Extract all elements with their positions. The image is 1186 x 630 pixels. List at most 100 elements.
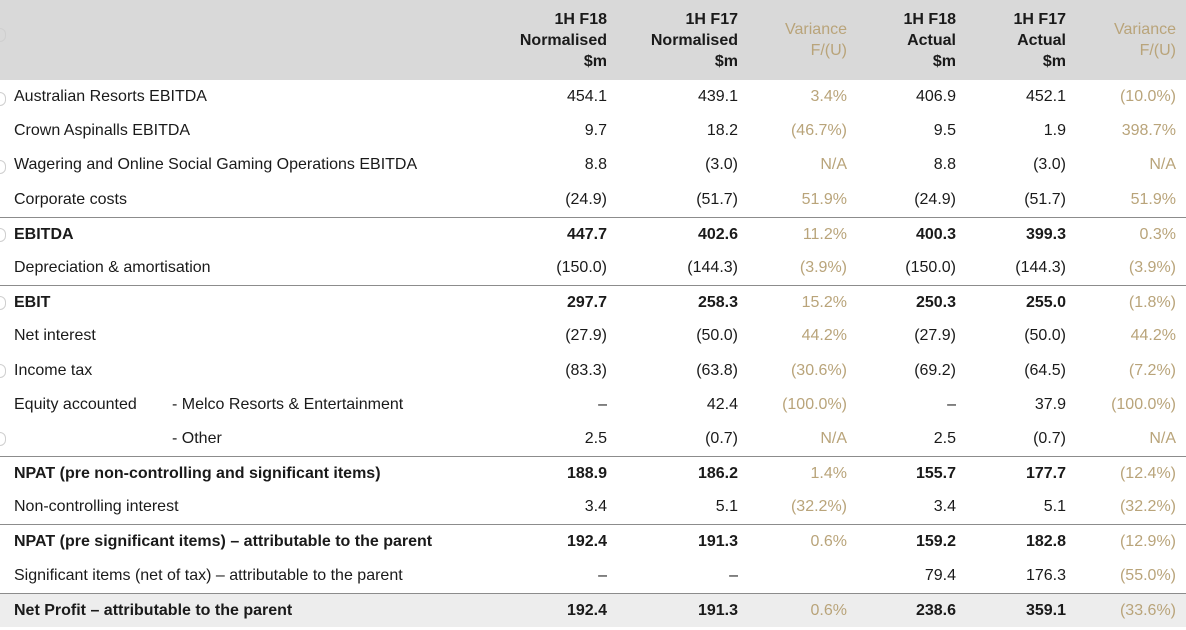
cell-variance: (12.9%) [1119, 533, 1176, 551]
cell-value: 191.3 [697, 533, 738, 551]
col-header-variance-normalised: Variance F/(U) [785, 7, 847, 73]
col-header-line: $m [583, 52, 607, 70]
cell-value: 8.8 [584, 156, 607, 174]
cell-value: 406.9 [915, 88, 956, 105]
cell-variance: (100.0%) [782, 395, 847, 413]
cell-value: (0.7) [705, 429, 738, 447]
table-row: Income tax (83.3) (63.8) (30.6%) (69.2) … [0, 354, 1186, 388]
cell-variance: 0.3% [1139, 225, 1176, 243]
cell-value: 454.1 [566, 88, 607, 105]
cell-variance: 0.6% [810, 601, 847, 619]
cell-value: 5.1 [715, 498, 738, 516]
cell-value: 297.7 [566, 294, 607, 312]
financial-table: Australian Resorts EBITDA 454.1 439.1 3.… [0, 80, 1186, 627]
cell-value: (24.9) [914, 190, 956, 208]
table-row: Australian Resorts EBITDA 454.1 439.1 3.… [0, 80, 1186, 114]
cell-variance: (3.9%) [1128, 258, 1176, 276]
binder-ring-icon [0, 228, 6, 242]
cell-value: 79.4 [924, 566, 956, 584]
table-row-total: Net Profit – attributable to the parent … [0, 592, 1186, 627]
col-header-variance-actual: Variance F/(U) [1114, 7, 1176, 73]
row-label: Net Profit – attributable to the parent [14, 601, 293, 619]
cell-value: (64.5) [1024, 361, 1066, 379]
row-label: Income tax [14, 361, 93, 379]
col-header-line: $m [1042, 52, 1066, 70]
cell-value: (150.0) [556, 258, 607, 276]
cell-value: 192.4 [566, 533, 607, 551]
cell-value: – [947, 395, 956, 413]
col-header-line: Variance [1114, 21, 1176, 38]
cell-variance: (32.2%) [790, 498, 847, 516]
cell-value: 188.9 [566, 465, 607, 483]
cell-value: (3.0) [1033, 156, 1066, 174]
cell-variance: (30.6%) [790, 361, 847, 379]
table-row-subtotal: NPAT (pre non-controlling and significan… [0, 456, 1186, 490]
col-header-line: Variance [785, 21, 847, 38]
table-row: - Other 2.5 (0.7) N/A 2.5 (0.7) N/A [0, 422, 1186, 456]
table-row-subtotal: EBIT 297.7 258.3 15.2% 250.3 255.0 (1.8%… [0, 285, 1186, 319]
cell-variance: N/A [820, 429, 847, 447]
cell-value: 2.5 [584, 429, 607, 447]
table-row: Crown Aspinalls EBITDA 9.7 18.2 (46.7%) … [0, 114, 1186, 148]
cell-variance: (12.4%) [1119, 465, 1176, 483]
row-label: Crown Aspinalls EBITDA [14, 122, 191, 140]
cell-variance: N/A [1149, 429, 1176, 447]
cell-value: (63.8) [696, 361, 738, 379]
cell-variance: 51.9% [801, 190, 847, 208]
binder-ring-icon [0, 160, 6, 174]
row-sublabel: - Other [172, 429, 222, 447]
cell-value: 9.7 [584, 122, 607, 140]
cell-variance: (1.8%) [1128, 294, 1176, 312]
col-header-line: 1H F17 [685, 10, 738, 28]
cell-value: 192.4 [566, 601, 607, 619]
cell-value: 1.9 [1043, 122, 1066, 140]
cell-variance: 3.4% [810, 88, 847, 105]
cell-value: (3.0) [705, 156, 738, 174]
col-header-1h-f17-actual: 1H F17 Actual $m [1014, 7, 1066, 73]
cell-value: 159.2 [915, 533, 956, 551]
cell-value: 238.6 [915, 601, 956, 619]
cell-variance: 44.2% [801, 327, 847, 345]
cell-value: 258.3 [697, 294, 738, 312]
table-row: Corporate costs (24.9) (51.7) 51.9% (24.… [0, 183, 1186, 217]
col-header-line: Normalised [650, 31, 738, 49]
cell-value: – [729, 566, 738, 584]
cell-value: 2.5 [933, 429, 956, 447]
cell-value: (50.0) [696, 327, 738, 345]
cell-value: 399.3 [1025, 225, 1066, 243]
cell-value: 177.7 [1025, 465, 1066, 483]
col-header-line: $m [714, 52, 738, 70]
cell-value: (144.3) [687, 258, 738, 276]
cell-value: (69.2) [914, 361, 956, 379]
row-label: EBIT [14, 294, 51, 312]
cell-value: 18.2 [706, 122, 738, 140]
cell-value: 447.7 [566, 225, 607, 243]
cell-value: 439.1 [697, 88, 738, 105]
cell-value: – [598, 566, 607, 584]
table-row-subtotal: EBITDA 447.7 402.6 11.2% 400.3 399.3 0.3… [0, 216, 1186, 251]
col-header-line: $m [932, 52, 956, 70]
cell-value: 255.0 [1025, 294, 1066, 312]
row-sublabel: - Melco Resorts & Entertainment [172, 395, 404, 413]
row-label: Significant items (net of tax) – attribu… [14, 566, 403, 584]
table-row: Equity accounted - Melco Resorts & Enter… [0, 388, 1186, 422]
cell-value: 186.2 [697, 465, 738, 483]
row-label: Net interest [14, 327, 96, 345]
cell-value: 42.4 [706, 395, 738, 413]
cell-variance: (46.7%) [790, 122, 847, 140]
cell-value: 400.3 [915, 225, 956, 243]
cell-value: 37.9 [1034, 395, 1066, 413]
cell-value: 176.3 [1025, 566, 1066, 584]
col-header-line: Actual [907, 31, 956, 49]
binder-ring-icon [0, 28, 6, 42]
row-label: NPAT (pre non-controlling and significan… [14, 465, 381, 483]
row-label: EBITDA [14, 225, 74, 243]
table-header: 1H F18 Normalised $m 1H F17 Normalised $… [0, 0, 1186, 80]
table-row: Significant items (net of tax) – attribu… [0, 559, 1186, 593]
binder-ring-icon [0, 364, 6, 378]
table-row: Wagering and Online Social Gaming Operat… [0, 148, 1186, 182]
cell-value: (51.7) [696, 190, 738, 208]
cell-variance: N/A [1149, 156, 1176, 174]
cell-variance: (33.6%) [1119, 601, 1176, 619]
cell-value: 3.4 [933, 498, 956, 516]
